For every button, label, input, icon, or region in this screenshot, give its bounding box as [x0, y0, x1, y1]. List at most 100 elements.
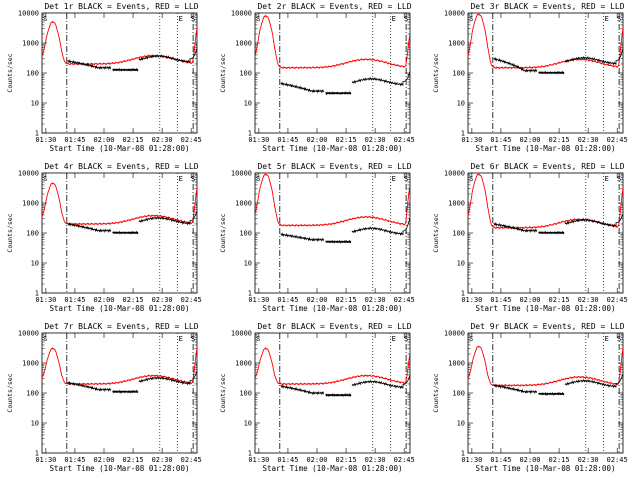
x-tick-label: 01:45 [64, 136, 85, 144]
y-tick-label: 10000 [231, 170, 252, 178]
y-axis-label: Counts/sec [219, 373, 227, 412]
y-tick-label: 1000 [22, 360, 39, 368]
x-tick-label: 02:45 [394, 296, 415, 304]
y-tick-label: 100 [452, 70, 465, 78]
x-tick-label: 02:00 [519, 136, 540, 144]
x-tick-label: 02:00 [519, 296, 540, 304]
y-tick-label: 100 [26, 230, 39, 238]
corner-marker-start: S [256, 335, 260, 343]
corner-marker-start: S [43, 175, 47, 183]
y-tick-label: 10000 [444, 10, 465, 18]
x-tick-label: 02:15 [123, 456, 144, 464]
corner-marker-start: S [469, 335, 473, 343]
panel-title: Det 7r BLACK = Events, RED = LLD [44, 322, 198, 331]
series-events-black [351, 71, 410, 87]
series-events-black [493, 56, 538, 74]
series-lld-red [42, 347, 197, 386]
x-tick-label: 01:45 [277, 456, 298, 464]
series-events-black [138, 48, 197, 64]
series-events-black [138, 210, 197, 226]
series-lld-red [255, 173, 410, 227]
y-axis-label: Counts/sec [219, 213, 227, 252]
panel-title: Det 9r BLACK = Events, RED = LLD [470, 322, 624, 331]
y-tick-label: 1000 [235, 40, 252, 48]
panel-title: Det 5r BLACK = Events, RED = LLD [257, 162, 411, 171]
y-tick-label: 10000 [18, 330, 39, 338]
series-events-black [325, 392, 352, 398]
series-lld-red [42, 182, 197, 226]
corner-marker-end: E [605, 15, 609, 23]
panel-det-7: Det 7r BLACK = Events, RED = LLD 1 10 100 10… [6, 322, 202, 473]
y-tick-label: 1 [461, 290, 465, 298]
y-tick-label: 10 [244, 260, 252, 268]
series-lld-red [468, 13, 623, 70]
y-tick-label: 1 [248, 130, 252, 138]
panel-det-5: Det 5r BLACK = Events, RED = LLD 1 10 100 10… [219, 162, 415, 313]
corner-marker-start: S [191, 175, 195, 183]
x-tick-label: 02:30 [152, 456, 173, 464]
series-lld-red [255, 14, 410, 70]
y-tick-label: 100 [26, 70, 39, 78]
corner-marker-end: E [605, 175, 609, 183]
x-axis-label: Start Time (10-Mar-08 01:28:00) [50, 304, 190, 313]
x-tick-label: 02:45 [394, 456, 415, 464]
series-lld-red [255, 347, 410, 386]
series-events-black [538, 230, 565, 235]
y-tick-label: 1000 [235, 200, 252, 208]
series-lld-red [468, 173, 623, 230]
y-tick-label: 1000 [22, 200, 39, 208]
panel-title: Det 6r BLACK = Events, RED = LLD [470, 162, 624, 171]
x-tick-label: 02:00 [306, 136, 327, 144]
x-tick-label: 01:30 [461, 136, 482, 144]
panel-det-9: Det 9r BLACK = Events, RED = LLD 1 10 100 10… [432, 322, 628, 473]
y-tick-label: 1000 [448, 200, 465, 208]
corner-marker-start: S [191, 335, 195, 343]
x-tick-label: 02:45 [607, 136, 628, 144]
x-tick-label: 02:15 [123, 136, 144, 144]
x-tick-label: 02:15 [549, 136, 570, 144]
x-axis-label: Start Time (10-Mar-08 01:28:00) [50, 144, 190, 153]
y-tick-label: 1000 [22, 40, 39, 48]
y-tick-label: 100 [239, 70, 252, 78]
series-events-black [538, 391, 565, 397]
x-tick-label: 02:30 [578, 136, 599, 144]
series-events-black [280, 384, 325, 396]
corner-marker-end: E [392, 175, 396, 183]
y-tick-label: 100 [26, 390, 39, 398]
corner-marker-start: S [43, 15, 47, 23]
series-events-black [564, 373, 623, 389]
y-tick-label: 1 [248, 450, 252, 458]
y-tick-label: 10 [244, 420, 252, 428]
plot-frame [254, 12, 411, 134]
x-tick-label: 02:30 [365, 456, 386, 464]
x-tick-label: 02:00 [93, 296, 114, 304]
x-tick-label: 02:45 [607, 296, 628, 304]
y-tick-label: 10000 [18, 170, 39, 178]
series-events-black [564, 48, 623, 66]
series-events-black [112, 230, 139, 235]
y-tick-label: 1 [461, 130, 465, 138]
x-tick-label: 01:45 [490, 296, 511, 304]
panel-title: Det 8r BLACK = Events, RED = LLD [257, 322, 411, 331]
y-tick-label: 10 [457, 420, 465, 428]
panel-title: Det 4r BLACK = Events, RED = LLD [44, 162, 198, 171]
plot-frame [254, 332, 411, 454]
x-tick-label: 02:30 [365, 136, 386, 144]
y-axis-label: Counts/sec [432, 53, 440, 92]
y-axis-label: Counts/sec [6, 213, 14, 252]
corner-marker-end: E [179, 15, 183, 23]
corner-marker-start: S [43, 335, 47, 343]
x-tick-label: 01:45 [277, 296, 298, 304]
x-tick-label: 02:30 [578, 456, 599, 464]
series-events-black [112, 389, 139, 395]
series-events-black [325, 90, 352, 96]
panel-title: Det 2r BLACK = Events, RED = LLD [257, 2, 411, 11]
series-events-black [67, 380, 112, 393]
x-tick-label: 02:45 [181, 296, 202, 304]
y-tick-label: 1 [35, 290, 39, 298]
x-tick-label: 01:30 [248, 456, 269, 464]
corner-marker-start: S [617, 15, 621, 23]
series-events-black [67, 221, 112, 234]
x-tick-label: 01:30 [248, 136, 269, 144]
